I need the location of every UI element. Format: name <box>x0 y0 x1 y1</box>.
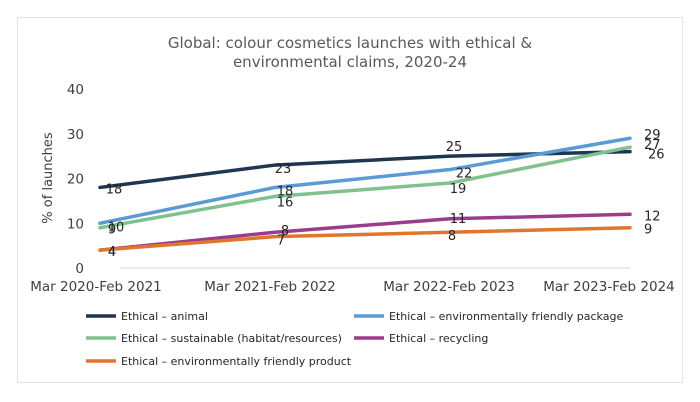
series-line <box>98 149 632 190</box>
x-tick-label: Mar 2023-Feb 2024 <box>543 279 675 295</box>
data-label: 8 <box>448 229 456 244</box>
y-tick-label: 30 <box>67 127 84 143</box>
data-label: 9 <box>644 223 652 238</box>
series-lines <box>98 136 632 252</box>
data-label: 18 <box>106 182 123 197</box>
legend-label: Ethical – sustainable (habitat/resources… <box>121 332 342 345</box>
legend: Ethical – animal Ethical – environmentall… <box>86 310 623 368</box>
data-label: 9 <box>108 223 116 238</box>
data-label: 7 <box>277 234 285 249</box>
y-tick-labels: 0 10 20 30 40 <box>67 82 84 277</box>
data-label: 4 <box>108 245 116 260</box>
data-label: 16 <box>277 195 294 210</box>
series-line <box>98 145 632 230</box>
data-label: 12 <box>644 209 661 224</box>
data-label: 8 <box>281 224 289 239</box>
y-tick-label: 40 <box>67 82 84 98</box>
series-line <box>98 212 632 252</box>
data-label: 29 <box>644 128 661 143</box>
series-line <box>98 136 632 225</box>
data-label: 10 <box>108 220 125 235</box>
data-label: 11 <box>450 212 467 227</box>
x-tick-label: Mar 2021-Feb 2022 <box>204 279 336 295</box>
y-tick-label: 10 <box>67 216 84 232</box>
x-tick-label: Mar 2020-Feb 2021 <box>30 279 162 295</box>
x-tick-label: Mar 2022-Feb 2023 <box>383 279 515 295</box>
data-label: 22 <box>456 167 473 182</box>
y-tick-label: 0 <box>75 261 84 277</box>
x-tick-labels: Mar 2020-Feb 2021 Mar 2021-Feb 2022 Mar 20… <box>30 279 675 295</box>
data-label: 23 <box>275 162 292 177</box>
legend-label: Ethical – environmentally friendly produ… <box>121 355 352 368</box>
legend-label: Ethical – environmentally friendly packa… <box>389 310 623 323</box>
chart-title-line-1: Global: colour cosmetics launches with e… <box>168 34 533 52</box>
data-label: 19 <box>450 182 467 197</box>
data-label: 25 <box>446 140 463 155</box>
data-label: 4 <box>108 245 116 260</box>
y-axis-label: % of launches <box>41 132 56 224</box>
series-line <box>98 225 632 252</box>
legend-label: Ethical – animal <box>121 310 208 323</box>
chart-frame <box>17 17 683 383</box>
chart-title-line-2: environmental claims, 2020-24 <box>233 53 467 71</box>
legend-label: Ethical – recycling <box>389 332 488 345</box>
data-label: 26 <box>648 148 665 163</box>
data-label: 18 <box>277 184 294 199</box>
y-tick-label: 20 <box>67 172 84 188</box>
data-label: 27 <box>644 138 661 153</box>
